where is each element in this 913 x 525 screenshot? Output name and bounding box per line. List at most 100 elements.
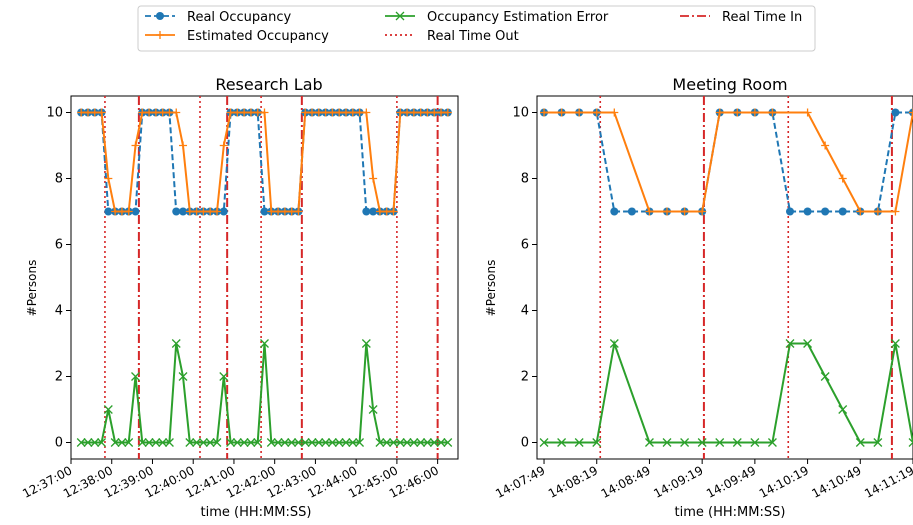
occupancy-estimation-error-point (361, 339, 371, 348)
occupancy-estimation-error-point (375, 438, 385, 447)
occupancy-estimation-error-point (171, 339, 181, 348)
estimated-occupancy-point (90, 108, 99, 117)
estimated-occupancy-point (437, 108, 446, 117)
real-occupancy-point (104, 207, 113, 216)
occupancy-estimation-error-point (192, 438, 202, 447)
legend-marker (395, 11, 405, 21)
estimated-occupancy-point (260, 108, 269, 117)
real-occupancy-point (627, 207, 636, 216)
occupancy-estimation-error-point (280, 438, 290, 447)
estimated-occupancy-point (158, 108, 167, 117)
y-tick-label: 2 (521, 370, 529, 385)
estimated-occupancy-point (267, 207, 276, 216)
estimated-occupancy-point (219, 141, 228, 150)
real-occupancy-point (786, 207, 795, 216)
real-occupancy-point (172, 207, 181, 216)
estimated-occupancy-point (355, 108, 364, 117)
y-tick-label: 6 (521, 238, 529, 253)
estimated-occupancy-point (104, 174, 113, 183)
y-tick-label: 8 (55, 172, 63, 187)
estimated-occupancy-point (423, 108, 432, 117)
research-lab-plot-area (70, 95, 459, 460)
estimated-occupancy-point (575, 108, 584, 117)
occupancy-estimation-error-point (97, 438, 107, 447)
x-tick-label: 14:09:19 (651, 463, 705, 501)
estimated-occupancy-point (335, 108, 344, 117)
occupancy-estimation-error-point (855, 438, 865, 447)
occupancy-estimation-error-point (557, 438, 567, 447)
y-tick-label: 10 (46, 106, 63, 121)
estimated-occupancy-point (768, 108, 777, 117)
occupancy-estimation-error-point (137, 438, 147, 447)
occupancy-estimation-error-point (389, 438, 398, 447)
occupancy-estimation-error-point (110, 438, 120, 447)
occupancy-estimation-error-point (429, 438, 439, 447)
occupancy-estimation-error-point (185, 438, 195, 447)
estimated-occupancy-point (389, 207, 398, 216)
occupancy-estimation-error-point (151, 438, 161, 447)
x-tick-label: 14:10:19 (757, 463, 811, 501)
occupancy-estimation-error-point (131, 372, 140, 381)
real-occupancy-point (179, 207, 188, 216)
estimated-occupancy-point (83, 108, 92, 117)
occupancy-estimation-error-line (81, 343, 448, 444)
y-tick-label: 10 (512, 106, 529, 121)
estimated-occupancy-point (362, 108, 371, 117)
occupancy-estimation-error-point (164, 438, 174, 447)
occupancy-estimation-error-point (348, 438, 358, 447)
occupancy-estimation-error-line (544, 339, 913, 444)
occupancy-estimation-error-point (307, 438, 317, 447)
occupancy-estimation-error-point (368, 405, 378, 414)
estimated-occupancy-point (443, 108, 452, 117)
estimated-occupancy-point (199, 207, 208, 216)
occupancy-estimation-error-point (232, 438, 242, 447)
occupancy-estimation-error-point (409, 438, 419, 447)
legend-label: Real Time Out (427, 29, 519, 44)
occupancy-estimation-error-point (443, 438, 453, 447)
estimated-occupancy-point (396, 108, 405, 117)
occupancy-estimation-error-point (395, 438, 405, 447)
occupancy-estimation-error-point (321, 438, 331, 447)
estimated-occupancy-point (909, 108, 913, 117)
estimated-occupancy-point (145, 108, 154, 117)
real-occupancy-point (219, 207, 228, 216)
x-tick-label: 14:11:19 (862, 463, 913, 501)
occupancy-estimation-error-point (266, 438, 276, 447)
occupancy-estimation-error-point (422, 438, 432, 447)
occupancy-estimation-error-point (680, 438, 690, 447)
estimated-occupancy-point (592, 108, 601, 117)
estimated-occupancy-point (172, 108, 181, 117)
occupancy-estimation-error-point (246, 438, 256, 447)
legend-label: Real Time In (722, 10, 802, 25)
estimated-occupancy-point (403, 108, 412, 117)
estimated-occupancy-point (117, 207, 126, 216)
occupancy-estimation-error-point (767, 438, 777, 447)
x-tick-label: 14:07:49 (493, 463, 547, 501)
legend-frame (137, 5, 816, 52)
estimated-occupancy-point (165, 108, 174, 117)
real-occupancy-point (131, 207, 140, 216)
estimated-occupancy-point (369, 174, 378, 183)
occupancy-estimation-error-point (226, 438, 236, 447)
estimated-occupancy-point (891, 207, 900, 216)
estimated-occupancy-point (375, 207, 384, 216)
occupancy-estimation-error-point (327, 438, 337, 447)
legend-label: Occupancy Estimation Error (427, 10, 609, 25)
x-tick-label: 14:08:19 (546, 463, 600, 501)
occupancy-estimation-error-point (158, 438, 168, 447)
research-lab-panel: Research Lab time (HH:MM:SS) #Persons 0 2… (20, 75, 459, 520)
estimated-occupancy-point (274, 207, 283, 216)
occupancy-estimation-error-point (436, 438, 446, 447)
occupancy-estimation-error-point (539, 438, 549, 447)
y-tick-label: 2 (55, 370, 63, 385)
estimated-occupancy-point (206, 207, 215, 216)
y-tick-label: 0 (521, 436, 529, 451)
y-tick-label: 4 (521, 304, 529, 319)
legend-label: Estimated Occupancy (187, 29, 329, 44)
chart-title: Research Lab (215, 75, 322, 94)
estimated-occupancy-point (382, 207, 391, 216)
estimated-occupancy-point (294, 207, 303, 216)
occupancy-estimation-error-point (574, 438, 584, 447)
occupancy-estimation-error-point (715, 438, 725, 447)
